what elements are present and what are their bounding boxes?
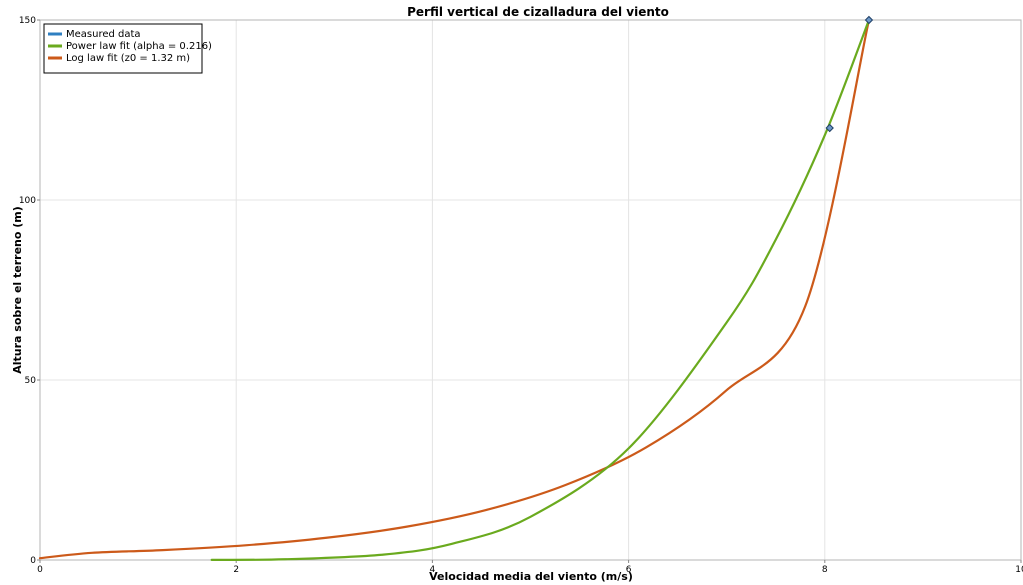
measured-data-point xyxy=(864,15,874,25)
series-layer xyxy=(38,15,874,561)
chart-title: Perfil vertical de cizalladura del vient… xyxy=(407,5,669,19)
legend-label: Measured data xyxy=(66,29,141,40)
y-axis-title: Altura sobre el terreno (m) xyxy=(11,206,24,374)
y-tick-label: 100 xyxy=(19,196,36,206)
legend-item-log-law-fit: Log law fit (z0 = 1.32 m) xyxy=(48,53,190,64)
x-tick-label: 4 xyxy=(430,565,436,575)
x-tick-label: 6 xyxy=(626,565,632,575)
measured-data-point xyxy=(825,123,834,133)
legend-label: Log law fit (z0 = 1.32 m) xyxy=(66,53,190,64)
power-law-fit-line xyxy=(210,18,871,561)
legend-item-power-law-fit: Power law fit (alpha = 0.216) xyxy=(48,41,212,52)
plot-area xyxy=(39,19,1022,561)
axis-ticks: 0246810050100150 xyxy=(19,16,1023,575)
legend-item-measured-data: Measured data xyxy=(48,29,141,40)
log-law-fit-line xyxy=(38,18,871,560)
x-tick-label: 10 xyxy=(1015,565,1023,575)
grid-lines xyxy=(39,19,1022,561)
x-tick-label: 8 xyxy=(822,565,828,575)
x-axis-title: Velocidad media del viento (m/s) xyxy=(429,570,633,583)
x-tick-label: 2 xyxy=(233,565,239,575)
legend-box xyxy=(43,23,203,74)
y-tick-label: 150 xyxy=(19,16,36,26)
legend-label: Power law fit (alpha = 0.216) xyxy=(66,41,212,52)
x-tick-label: 0 xyxy=(37,565,43,575)
y-tick-label: 50 xyxy=(25,376,37,386)
y-tick-label: 0 xyxy=(30,556,36,566)
